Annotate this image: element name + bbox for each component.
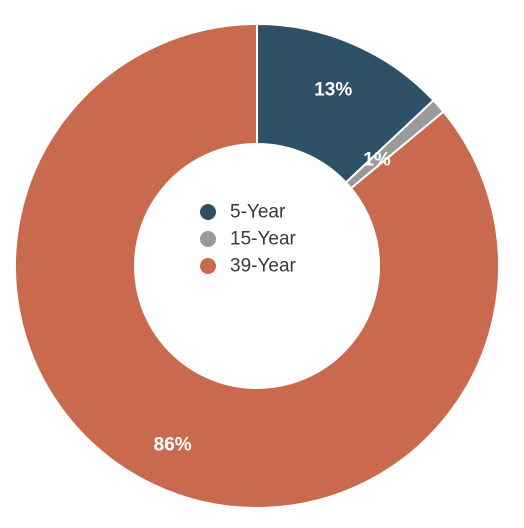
legend-label-39-year: 39-Year [230,256,297,277]
legend-label-5-year: 5-Year [230,202,286,223]
legend-marker-39-year [200,258,216,274]
slice-5-year [256,22,435,184]
slice-labels: 13% 1% 86% [154,79,391,455]
slice-label-39-year: 86% [154,435,192,456]
legend-label-15-year: 15-Year [230,229,297,250]
legend-marker-15-year [200,231,216,247]
legend: 5-Year 15-Year 39-Year [200,202,297,277]
slice-label-5-year: 13% [314,79,352,100]
slice-39-year [14,22,500,509]
donut-slices [14,22,500,509]
slice-label-15-year: 1% [363,150,391,171]
legend-marker-5-year [200,204,216,220]
